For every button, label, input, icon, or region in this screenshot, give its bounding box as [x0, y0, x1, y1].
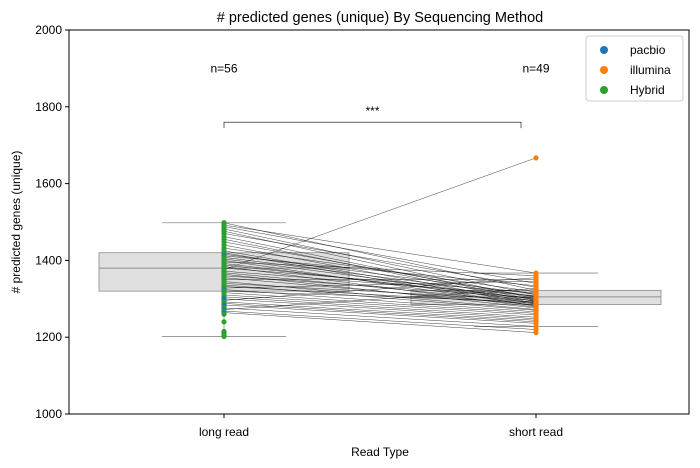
- pair-line: [223, 261, 537, 277]
- points-layer: [221, 155, 539, 340]
- pair-line: [223, 264, 537, 300]
- legend-marker-hybrid: [600, 86, 608, 94]
- pair-line: [223, 247, 537, 293]
- point-long-read: [221, 311, 227, 317]
- legend-entry-illumina: illumina: [600, 63, 671, 77]
- significance-stars: ***: [365, 104, 379, 118]
- pair-line: [223, 270, 537, 296]
- legend-entry-hybrid: Hybrid: [600, 83, 665, 97]
- pair-line: [223, 260, 537, 306]
- pair-line: [223, 224, 537, 274]
- annotations-layer: n=56 n=49 ***: [210, 61, 550, 129]
- pair-line: [223, 288, 537, 310]
- y-tick-label: 1200: [35, 330, 62, 344]
- pair-line: [223, 304, 537, 324]
- pair-line: [223, 250, 537, 305]
- pair-line: [223, 303, 537, 323]
- y-tick-label: 1600: [35, 177, 62, 191]
- pair-line: [223, 298, 537, 320]
- pair-line: [223, 263, 537, 302]
- n-count-label: n=56: [210, 61, 237, 75]
- pair-line: [223, 236, 537, 301]
- pair-line: [223, 312, 537, 333]
- chart-title: # predicted genes (unique) By Sequencing…: [217, 10, 543, 26]
- x-axis-label: Read Type: [351, 445, 409, 459]
- pair-line: [223, 277, 537, 301]
- pair-line: [223, 292, 537, 314]
- pair-line: [223, 280, 537, 289]
- y-axis-ticks: 1000 1200 1400 1600 1800 2000: [35, 23, 69, 421]
- pair-line: [223, 258, 537, 300]
- pair-line: [223, 294, 537, 316]
- y-axis-label: # predicted genes (unique): [9, 151, 23, 294]
- legend-label-pacbio: pacbio: [630, 43, 666, 57]
- x-tick-label: long read: [199, 425, 249, 439]
- legend-marker-illumina: [600, 66, 608, 74]
- legend-box: [585, 35, 684, 102]
- pair-line: [223, 255, 537, 286]
- point-short-read: [533, 155, 539, 161]
- pair-line: [223, 257, 537, 297]
- pair-line: [223, 283, 537, 301]
- pair-line: [223, 157, 537, 270]
- pair-line: [223, 228, 537, 296]
- pair-line: [223, 222, 537, 291]
- legend-label-hybrid: Hybrid: [630, 83, 665, 97]
- pair-line: [223, 226, 537, 284]
- y-tick-label: 1800: [35, 100, 62, 114]
- pair-line: [223, 267, 537, 294]
- pair-line: [223, 233, 537, 288]
- pair-line: [223, 301, 537, 321]
- x-tick-label: short read: [509, 425, 563, 439]
- point-long-read: [221, 333, 227, 340]
- x-axis-ticks: long read short read: [199, 414, 563, 439]
- pair-line: [223, 290, 537, 303]
- legend-marker-pacbio: [600, 46, 608, 54]
- plot-area: [68, 29, 690, 415]
- point-short-read: [533, 329, 539, 336]
- point-long-read: [221, 319, 227, 325]
- pair-line: [223, 289, 537, 313]
- pair-line: [223, 296, 537, 318]
- n-count-label: n=49: [522, 61, 549, 75]
- legend-label-illumina: illumina: [630, 63, 671, 77]
- pair-lines-layer: [223, 157, 537, 333]
- y-tick-label: 1400: [35, 253, 62, 267]
- significance-bracket: [223, 121, 522, 129]
- legend: pacbio illumina Hybrid: [585, 35, 684, 102]
- y-tick-label: 2000: [35, 23, 62, 37]
- legend-entry-pacbio: pacbio: [600, 43, 666, 57]
- pair-line: [223, 286, 537, 304]
- pair-line: [223, 310, 537, 330]
- pair-line: [223, 307, 537, 327]
- y-tick-label: 1000: [35, 407, 62, 421]
